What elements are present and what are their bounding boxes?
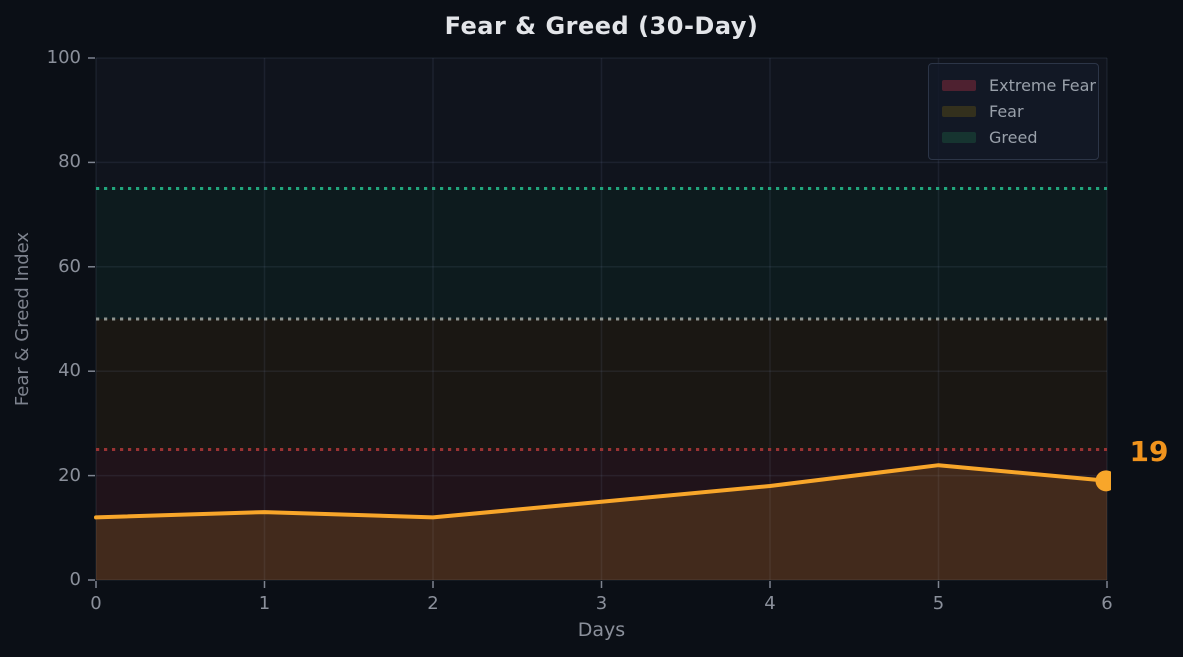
band-extreme-fear bbox=[96, 449, 1107, 580]
x-tick-label: 1 bbox=[258, 593, 271, 614]
x-tick-label: 2 bbox=[427, 593, 439, 614]
series-area-fill bbox=[96, 465, 1107, 580]
x-tick-label: 3 bbox=[595, 593, 608, 614]
legend-item: Fear bbox=[942, 98, 1085, 124]
band-fear bbox=[96, 319, 1107, 450]
last-value-annotation: 19 bbox=[1129, 435, 1169, 468]
legend-swatch bbox=[942, 79, 976, 91]
series-line bbox=[94, 463, 1109, 520]
y-tick-label: 100 bbox=[46, 47, 81, 68]
x-tick-label: 0 bbox=[90, 593, 102, 614]
y-axis-title: Fear & Greed Index bbox=[12, 231, 33, 407]
x-axis-title: Days bbox=[577, 619, 626, 641]
x-tick-label: 6 bbox=[1101, 593, 1113, 614]
y-tick-label: 20 bbox=[58, 464, 81, 486]
legend-label: Extreme Fear bbox=[989, 75, 1096, 95]
y-tick-label: 0 bbox=[69, 569, 81, 590]
last-point-marker bbox=[1095, 470, 1111, 492]
legend-item: Extreme Fear bbox=[942, 72, 1096, 98]
legend: Extreme Fear Fear Greed bbox=[928, 63, 1099, 160]
y-tick-label: 40 bbox=[58, 360, 81, 382]
y-tick-label: 80 bbox=[58, 151, 81, 173]
x-tick-label: 4 bbox=[764, 593, 776, 614]
x-tick-label: 5 bbox=[932, 593, 945, 614]
legend-swatch bbox=[942, 105, 976, 117]
legend-label: Greed bbox=[989, 127, 1038, 147]
legend-swatch bbox=[942, 131, 976, 143]
chart-title: Fear & Greed (30-Day) bbox=[444, 12, 759, 40]
band-greed bbox=[96, 188, 1107, 319]
y-tick-label: 60 bbox=[58, 255, 81, 277]
legend-label: Fear bbox=[989, 101, 1024, 121]
legend-item: Greed bbox=[942, 124, 1085, 150]
